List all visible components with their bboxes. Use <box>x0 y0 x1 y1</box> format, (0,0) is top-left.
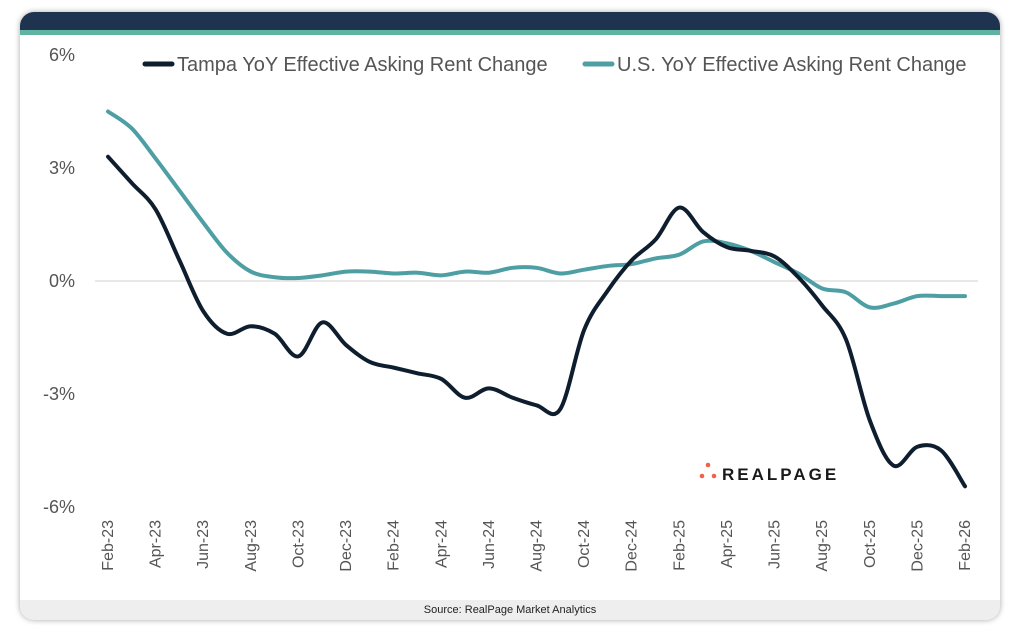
y-tick-label: 6% <box>49 45 75 65</box>
x-tick-label: Aug-24 <box>529 520 546 572</box>
y-tick-label: -3% <box>43 384 75 404</box>
legend-label-tampa: Tampa YoY Effective Asking Rent Change <box>177 54 548 76</box>
x-tick-label: Aug-25 <box>814 520 831 572</box>
logo-dot <box>699 473 705 479</box>
y-tick-label: 3% <box>49 158 75 178</box>
x-tick-label: Dec-25 <box>909 520 926 572</box>
header-bar <box>20 12 1000 30</box>
x-tick-label: Feb-24 <box>386 520 403 571</box>
x-tick-label: Dec-23 <box>338 520 355 572</box>
source-note: Source: RealPage Market Analytics <box>20 600 1000 620</box>
x-tick-label: Oct-23 <box>290 520 307 568</box>
legend-label-us: U.S. YoY Effective Asking Rent Change <box>617 54 967 76</box>
chart-card: Source: RealPage Market Analytics <box>20 12 1000 620</box>
series-line-tampa <box>106 154 967 489</box>
logo-text: REALPAGE <box>722 465 839 484</box>
x-tick-label: Aug-23 <box>243 520 260 572</box>
series-line-us <box>106 109 967 310</box>
x-tick-label: Feb-23 <box>100 520 117 571</box>
y-tick-label: -6% <box>43 497 75 517</box>
x-tick-label: Jun-24 <box>481 520 498 569</box>
x-tick-label: Feb-26 <box>957 520 974 571</box>
y-tick-label: 0% <box>49 271 75 291</box>
realpage-logo: REALPAGE <box>699 462 839 484</box>
x-tick-label: Jun-25 <box>767 520 784 569</box>
x-tick-label: Apr-24 <box>433 520 450 568</box>
x-tick-label: Apr-23 <box>148 520 165 568</box>
x-tick-label: Jun-23 <box>195 520 212 569</box>
logo-dot <box>705 462 711 468</box>
legend: Tampa YoY Effective Asking Rent Change U… <box>142 54 967 76</box>
logo-dot <box>711 473 717 479</box>
accent-stripe <box>20 30 1000 35</box>
x-tick-label: Apr-25 <box>719 520 736 568</box>
x-tick-label: Feb-25 <box>671 520 688 571</box>
x-tick-label: Oct-25 <box>862 520 879 568</box>
x-tick-label: Oct-24 <box>576 520 593 568</box>
x-tick-label: Dec-24 <box>624 520 641 572</box>
